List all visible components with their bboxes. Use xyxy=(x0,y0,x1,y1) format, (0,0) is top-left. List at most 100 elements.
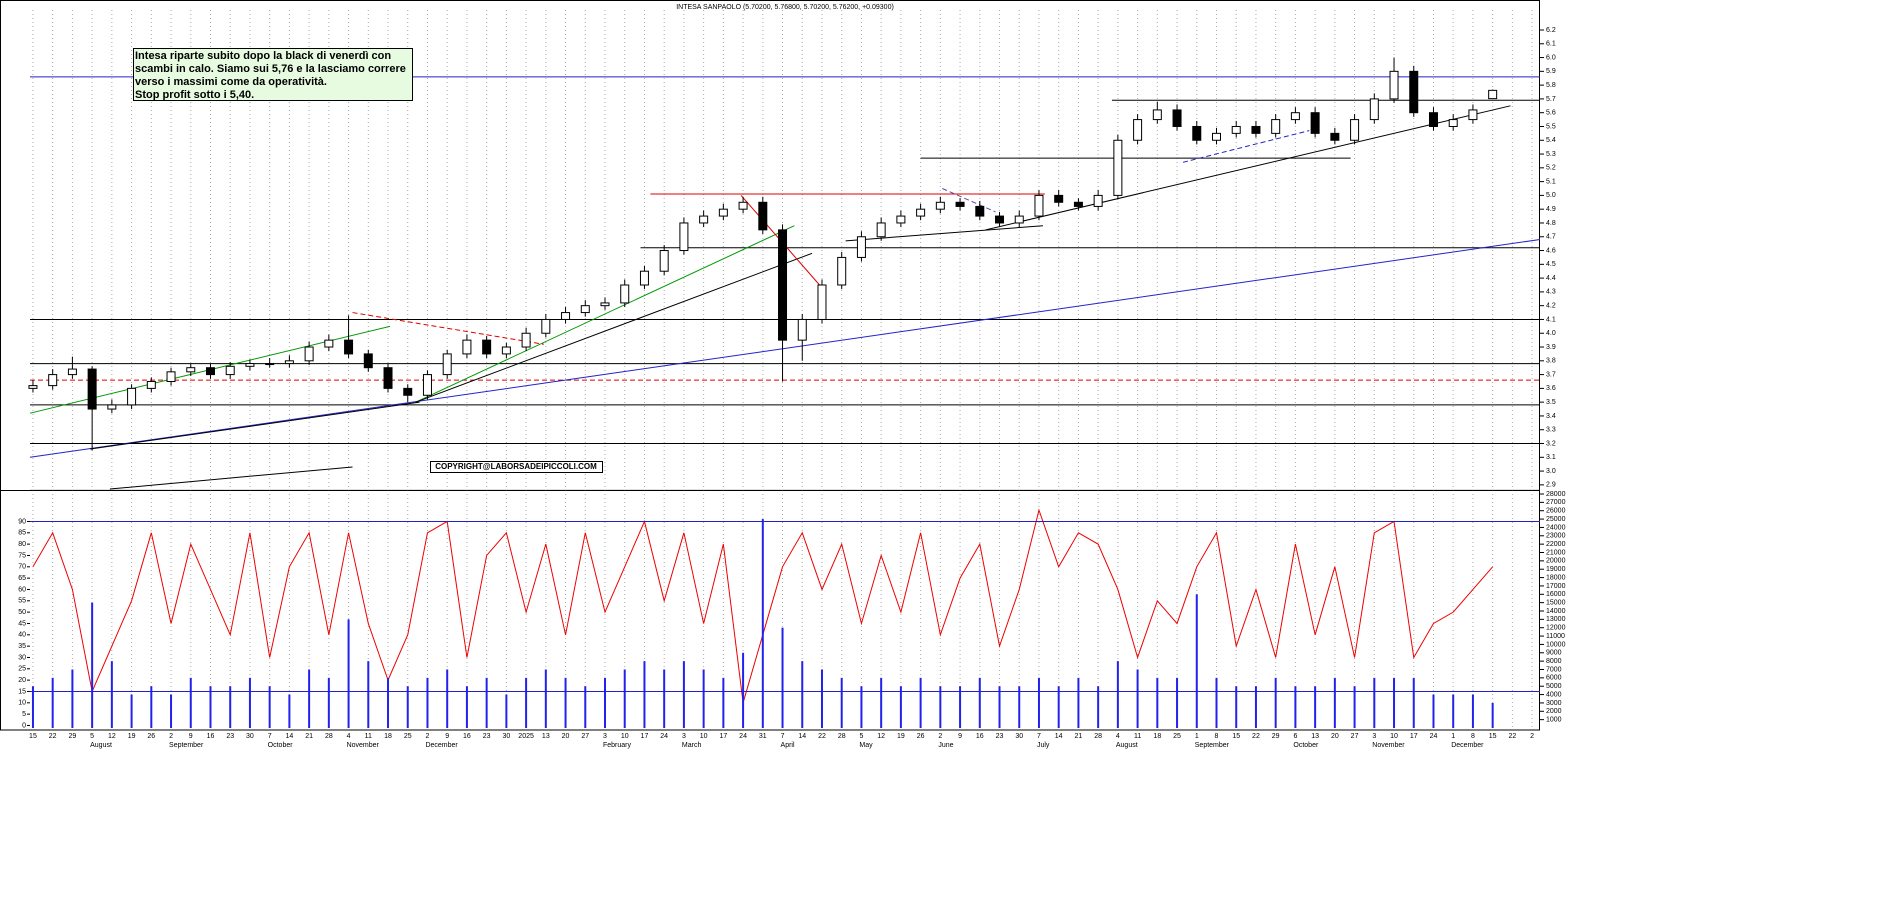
x-tick-label: 28 xyxy=(1094,733,1102,740)
y2-tick-label: 8000 xyxy=(1546,658,1562,665)
y2-tick-label: 19000 xyxy=(1546,566,1566,573)
y2-tick-label: 22000 xyxy=(1546,541,1566,548)
x-tick-label: 7 xyxy=(1037,733,1041,740)
x-tick-label: 23 xyxy=(483,733,491,740)
volume-bar xyxy=(1314,686,1317,728)
month-label: February xyxy=(603,742,632,749)
x-tick-label: 1 xyxy=(1451,733,1455,740)
candle-body xyxy=(935,201,945,210)
trend-line xyxy=(90,401,420,450)
volume-bar xyxy=(150,686,153,728)
volume-bar xyxy=(268,686,271,728)
volume-bar xyxy=(742,652,745,728)
y-tick-label: 5.5 xyxy=(1546,123,1556,130)
y-tick-label: 5.8 xyxy=(1546,82,1556,89)
x-tick-label: 18 xyxy=(384,733,392,740)
y-tick-label: 3.4 xyxy=(1546,413,1556,420)
y-tick-label: 25 xyxy=(18,666,26,673)
y-tick-label: 4.3 xyxy=(1546,289,1556,296)
volume-bar xyxy=(1077,677,1080,728)
volume-bar xyxy=(663,669,666,728)
volume-bar xyxy=(71,669,74,728)
candle-body xyxy=(995,215,1005,224)
candle-body xyxy=(1133,119,1143,141)
x-tick-label: 16 xyxy=(463,733,471,740)
y-tick-label: 4.5 xyxy=(1546,261,1556,268)
month-label: November xyxy=(347,742,380,749)
x-tick-label: 25 xyxy=(1173,733,1181,740)
x-tick-label: 22 xyxy=(1252,733,1260,740)
trend-line xyxy=(985,105,1511,231)
candle-body xyxy=(284,360,294,365)
y-tick-label: 30 xyxy=(18,654,26,661)
volume-bar xyxy=(1491,702,1494,728)
volume-bar xyxy=(229,686,232,728)
x-tick-label: 7 xyxy=(781,733,785,740)
candle-body xyxy=(1034,194,1044,217)
month-label: August xyxy=(1116,742,1138,749)
candle-body xyxy=(620,284,630,304)
x-tick-label: 17 xyxy=(641,733,649,740)
y2-tick-label: 20000 xyxy=(1546,558,1566,565)
volume-bar xyxy=(189,677,192,728)
candle-body xyxy=(1054,194,1064,203)
volume-bar xyxy=(1116,661,1119,728)
month-label: March xyxy=(682,742,702,749)
chart-title: INTESA SANPAOLO (5.70200, 5.76800, 5.702… xyxy=(676,4,894,11)
x-tick-label: 23 xyxy=(226,733,234,740)
candle-body xyxy=(1172,109,1182,127)
candle-body xyxy=(205,367,215,376)
x-tick-label: 7 xyxy=(268,733,272,740)
candle-body xyxy=(876,222,886,238)
x-tick-label: 17 xyxy=(719,733,727,740)
trend-line xyxy=(942,188,996,213)
candle-body xyxy=(1330,132,1340,141)
candle-body xyxy=(1389,70,1399,100)
volume-bar xyxy=(347,619,350,728)
y-tick-label: 5.9 xyxy=(1546,68,1556,75)
y-tick-label: 4.8 xyxy=(1546,220,1556,227)
candle-body xyxy=(837,256,847,286)
y-tick-label: 5.4 xyxy=(1546,137,1556,144)
candle-body xyxy=(28,385,38,389)
month-label: August xyxy=(90,742,112,749)
y-tick-label: 4.6 xyxy=(1546,247,1556,254)
y2-tick-label: 7000 xyxy=(1546,666,1562,673)
x-tick-label: 25 xyxy=(404,733,412,740)
y-tick-label: 3.9 xyxy=(1546,344,1556,351)
candle-body xyxy=(1428,112,1438,127)
y2-tick-label: 6000 xyxy=(1546,675,1562,682)
candle-body xyxy=(127,387,137,406)
x-tick-label: 11 xyxy=(1134,733,1141,740)
x-tick-label: 12 xyxy=(108,733,116,740)
candle-body xyxy=(383,367,393,389)
volume-bar xyxy=(880,677,883,728)
volume-bar xyxy=(110,661,113,728)
candle-body xyxy=(1310,112,1320,134)
y2-tick-label: 16000 xyxy=(1546,591,1566,598)
y-tick-label: 4.4 xyxy=(1546,275,1556,282)
candle-body xyxy=(1014,215,1024,224)
volume-bar xyxy=(939,686,942,728)
y2-tick-label: 10000 xyxy=(1546,641,1566,648)
trend-line xyxy=(845,225,1043,242)
y-tick-label: 70 xyxy=(18,564,26,571)
volume-bar xyxy=(288,694,291,728)
x-tick-label: 27 xyxy=(581,733,589,740)
x-tick-label: 12 xyxy=(877,733,885,740)
x-tick-label: 26 xyxy=(147,733,155,740)
volume-bar xyxy=(564,677,567,728)
x-tick-label: 18 xyxy=(1153,733,1161,740)
month-label: May xyxy=(859,742,873,749)
candle-body xyxy=(501,346,511,355)
y-tick-label: 3.2 xyxy=(1546,440,1556,447)
x-tick-label: 13 xyxy=(1311,733,1319,740)
x-tick-label: 21 xyxy=(305,733,313,740)
candle-body xyxy=(896,215,906,224)
y2-tick-label: 3000 xyxy=(1546,700,1562,707)
candle-body xyxy=(659,250,669,272)
volume-bar xyxy=(998,686,1001,728)
volume-bar xyxy=(1057,686,1060,728)
volume-bar xyxy=(209,686,212,728)
